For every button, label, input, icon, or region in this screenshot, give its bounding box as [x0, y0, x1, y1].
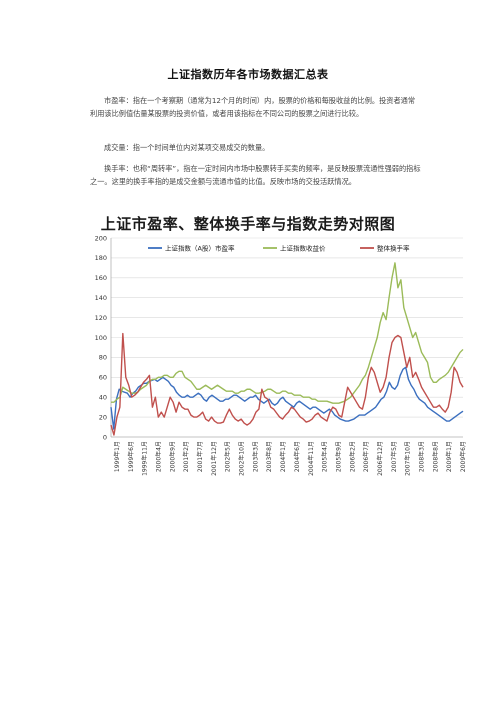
y-tick-label: 120 [95, 314, 107, 322]
y-tick-label: 0 [103, 433, 107, 441]
legend-label: 上证指数收益价 [280, 243, 326, 252]
y-tick-label: 200 [95, 234, 107, 242]
document-title: 上证指数历年各市场数据汇总表 [167, 68, 329, 81]
paragraph-pe-ratio: 市盈率：指在一个考察期（通常为12个月的时间）内，股票的价格和每股收益的比例。投… [90, 96, 416, 119]
x-tick-label: 2003年8月 [265, 441, 273, 472]
x-tick-label: 2000年9月 [168, 441, 176, 472]
x-tick-label: 2007年10月 [404, 441, 412, 476]
x-tick-label: 2004年11月 [307, 441, 315, 476]
legend-label: 整体换手率 [377, 243, 410, 252]
x-tick-label: 1999年1月 [113, 441, 121, 472]
x-tick-label: 2006年2月 [348, 441, 356, 472]
x-tick-label: 1999年6月 [127, 441, 135, 472]
x-axis: 1999年1月 1999年6月 1999年11月 2000年4月 2000年9月 2001… [113, 441, 467, 476]
x-tick-label: 2006年12月 [376, 441, 384, 476]
chart-legend: 上证指数（A股）市盈率 上证指数收益价 整体换手率 [148, 243, 410, 252]
chart-series [110, 262, 464, 436]
y-tick-label: 80 [99, 354, 107, 362]
legend-label: 上证指数（A股）市盈率 [165, 243, 235, 252]
x-tick-label: 2001年12月 [210, 441, 218, 476]
x-tick-label: 2009年6月 [459, 441, 467, 472]
chart-title: 上证市盈率、整体换手率与指数走势对照图 [100, 215, 396, 233]
y-tick-label: 60 [99, 374, 107, 382]
x-tick-label: 2002年5月 [224, 441, 232, 472]
x-tick-label: 2004年6月 [293, 441, 301, 472]
x-tick-label: 2008年8月 [431, 441, 439, 472]
x-tick-label: 2004年1月 [279, 441, 287, 472]
x-tick-label: 2002年10月 [238, 441, 246, 476]
x-tick-label: 2007年5月 [390, 441, 398, 472]
x-tick-label: 2009年1月 [445, 441, 453, 472]
x-tick-label: 2006年7月 [362, 441, 370, 472]
chart-gridlines [111, 237, 463, 438]
x-tick-label: 1999年11月 [141, 441, 149, 476]
y-tick-label: 100 [95, 334, 107, 342]
y-tick-label: 180 [95, 254, 107, 262]
x-tick-label: 2001年2月 [182, 441, 190, 472]
y-axis: 0 20 40 60 80 100 120 140 160 180 200 [95, 234, 463, 441]
paragraph-volume: 成交量：指一个时间单位内对某项交易成交的数量。 [104, 143, 270, 152]
x-tick-label: 2001年7月 [196, 441, 204, 472]
x-tick-label: 2000年4月 [155, 441, 163, 472]
series-line-3 [110, 332, 464, 436]
x-tick-label: 2005年9月 [334, 441, 342, 472]
x-tick-label: 2005年4月 [321, 441, 329, 472]
y-tick-label: 40 [99, 394, 107, 402]
x-tick-label: 2003年3月 [251, 441, 259, 472]
x-tick-label: 2008年3月 [417, 441, 425, 472]
series-line-1 [110, 366, 464, 430]
y-tick-label: 20 [99, 413, 107, 421]
paragraph-turnover: 换手率：也称“周转率”，指在一定时间内市场中股票转手买卖的频率，是反映股票流通性… [90, 164, 421, 187]
y-tick-label: 160 [95, 274, 107, 282]
y-tick-label: 140 [95, 294, 107, 302]
series-line-2 [111, 262, 464, 404]
